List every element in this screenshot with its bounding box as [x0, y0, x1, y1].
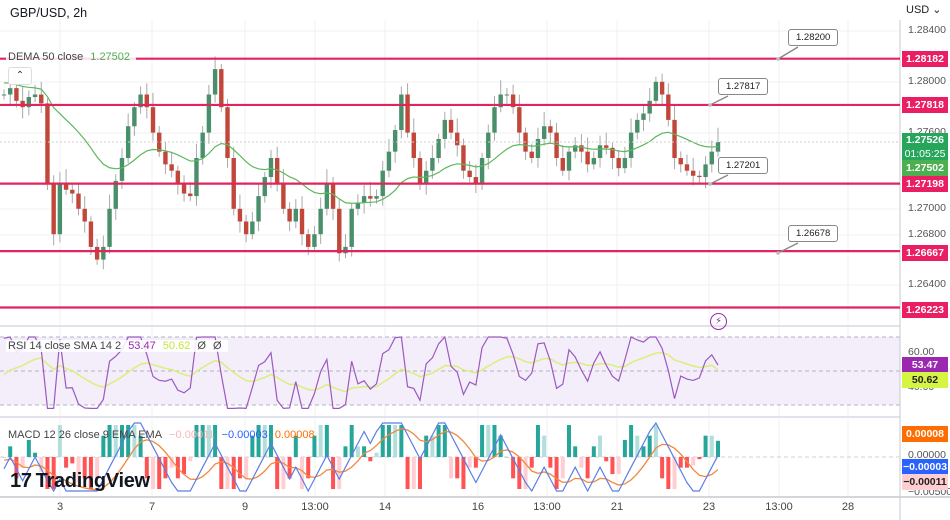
rsi-axis-label: 60.00 [908, 346, 935, 358]
time-axis-label: 23 [702, 501, 716, 513]
rsi-extra-1: Ø [197, 340, 206, 352]
price-axis-label: 1.28000 [908, 75, 946, 87]
dema-value: 1.27502 [90, 51, 131, 63]
price-axis-label: 1.27000 [908, 202, 946, 214]
time-axis-label: 13:00 [765, 501, 793, 513]
time-axis-label: 9 [241, 501, 249, 513]
time-axis-label: 13:00 [533, 501, 561, 513]
macd-legend[interactable]: MACD 12 26 close 9 EMA EMA −0.00011 −0.0… [6, 429, 321, 441]
collapse-legend-button[interactable]: ⌃ [8, 67, 32, 85]
price-tag: 1.28182 [902, 51, 948, 67]
macd-tag: 0.00008 [902, 426, 948, 442]
price-tag: 1.26223 [902, 302, 948, 318]
bar-countdown: 01:05:25 [904, 148, 946, 160]
dema-label: DEMA 50 close [8, 51, 84, 63]
macd-label: MACD 12 26 close 9 EMA EMA [8, 429, 163, 441]
last-price-value: 1.27526 [906, 134, 944, 146]
macd-hist-value: −0.00011 [169, 429, 215, 441]
time-axis-label: 13:00 [301, 501, 329, 513]
rsi-label: RSI 14 close SMA 14 2 [8, 340, 122, 352]
rsi-tag: 50.62 [902, 372, 948, 388]
time-axis-label: 14 [378, 501, 392, 513]
rsi-sma-value: 50.62 [162, 340, 191, 352]
price-axis-label: 1.26800 [908, 228, 946, 240]
rsi-value: 53.47 [128, 340, 156, 352]
time-axis-label: 16 [471, 501, 485, 513]
time-axis-label: 7 [148, 501, 156, 513]
price-tag: 1.27526 01:05:25 [902, 133, 948, 163]
price-axis-label: 1.28400 [908, 24, 946, 36]
chevron-up-icon: ⌃ [15, 70, 25, 81]
price-axis-label: 1.26400 [908, 278, 946, 290]
tradingview-mark-icon: 17 [10, 470, 32, 492]
macd-tag: −0.00011 [902, 474, 948, 490]
rsi-legend[interactable]: RSI 14 close SMA 14 2 53.47 50.62 Ø Ø [6, 340, 228, 352]
chevron-down-icon: ⌄ [932, 4, 942, 16]
price-callout[interactable]: 1.26678 [788, 225, 839, 242]
macd-axis-label: 0.00000 [908, 449, 946, 461]
macd-tag: −0.00003 [902, 459, 948, 475]
price-tag: 1.26667 [902, 245, 948, 261]
time-axis-label: 21 [610, 501, 624, 513]
macd-signal-value: 0.00008 [274, 429, 315, 441]
symbol-title[interactable]: GBP/USD, 2h [10, 6, 88, 20]
price-callout[interactable]: 1.27201 [718, 157, 769, 174]
price-tag: 1.27198 [902, 176, 948, 192]
tradingview-logo-text: TradingView [35, 470, 150, 492]
tradingview-logo[interactable]: 17 TradingView [10, 470, 150, 493]
price-callout[interactable]: 1.28200 [788, 29, 839, 46]
macd-value: −0.00003 [221, 429, 268, 441]
price-tag: 1.27818 [902, 97, 948, 113]
price-callout[interactable]: 1.27817 [718, 78, 769, 95]
currency-selector[interactable]: USD ⌄ [906, 3, 942, 16]
lightning-icon[interactable]: ⚡ [710, 313, 727, 330]
dema-legend[interactable]: DEMA 50 close 1.27502 [6, 51, 137, 63]
currency-label: USD [906, 4, 930, 16]
rsi-extra-2: Ø [213, 340, 222, 352]
time-axis-label: 28 [841, 501, 855, 513]
time-axis-label: 3 [56, 501, 64, 513]
rsi-tag: 53.47 [902, 357, 948, 373]
price-tag: 1.27502 [902, 160, 948, 176]
